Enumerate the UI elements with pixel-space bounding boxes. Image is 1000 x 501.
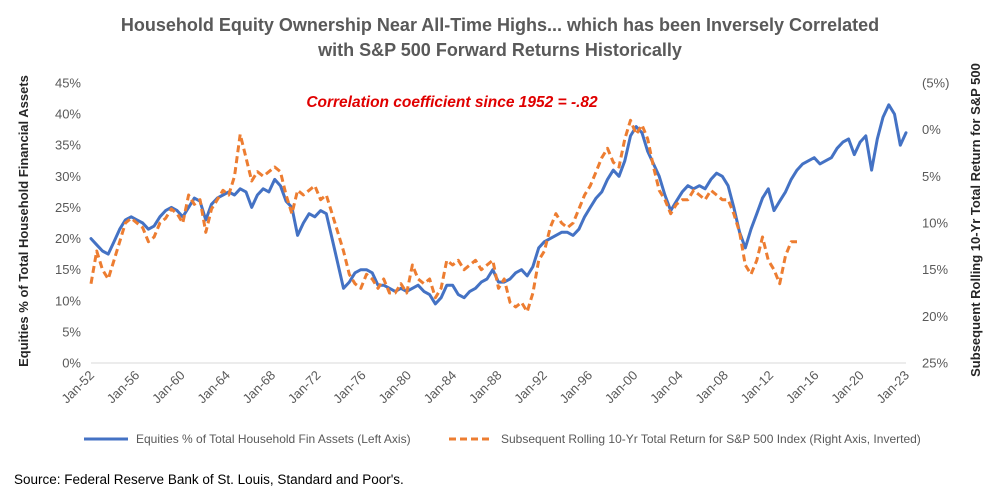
x-tick-label: Jan-20 — [828, 368, 867, 407]
y-right-tick-label: 15% — [922, 262, 948, 277]
x-tick-label: Jan-68 — [240, 368, 279, 407]
x-tick-label: Jan-00 — [602, 368, 641, 407]
x-tick-label: Jan-80 — [375, 368, 414, 407]
y-axis-left-title: Equities % of Total Household Financial … — [16, 75, 31, 367]
x-tick-label: Jan-76 — [330, 368, 369, 407]
x-tick-label: Jan-52 — [58, 368, 97, 407]
x-tick-label: Jan-23 — [873, 368, 912, 407]
y-axis-right-title: Subsequent Rolling 10-Yr Total Return fo… — [968, 63, 983, 377]
chart-title-line1: Household Equity Ownership Near All-Time… — [121, 15, 879, 35]
y-right-tick-label: 20% — [922, 309, 948, 324]
y-left-tick-label: 5% — [62, 324, 81, 339]
y-left-tick-label: 0% — [62, 356, 81, 371]
x-tick-label: Jan-04 — [647, 368, 686, 407]
plot-area: 0% 5% 10% 15% 20% 25% 30% 35% 40% 45% (5%) 0% 5% 10% 1… — [55, 76, 949, 407]
x-tick-label: Jan-84 — [421, 368, 460, 407]
y-left-tick-label: 30% — [55, 169, 81, 184]
y-left-tick-label: 10% — [55, 293, 81, 308]
x-tick-label: Jan-56 — [104, 368, 143, 407]
correlation-annotation: Correlation coefficient since 1952 = -.8… — [306, 94, 598, 111]
x-tick-label: Jan-92 — [511, 368, 550, 407]
chart-title-line2: with S&P 500 Forward Returns Historicall… — [317, 40, 682, 60]
x-tick-label: Jan-72 — [285, 368, 324, 407]
legend: Equities % of Total Household Fin Assets… — [84, 432, 921, 446]
series-line-forward-returns — [89, 118, 797, 314]
x-tick-label: Jan-96 — [556, 368, 595, 407]
y-right-tick-label: 0% — [922, 122, 941, 137]
y-left-tick-label: 45% — [55, 76, 81, 91]
source-note: Source: Federal Reserve Bank of St. Loui… — [14, 472, 404, 487]
y-right-tick-label: (5%) — [922, 76, 949, 91]
y-right-tick-label: 5% — [922, 169, 941, 184]
y-left-tick-label: 15% — [55, 262, 81, 277]
x-tick-label: Jan-64 — [194, 368, 233, 407]
x-tick-label: Jan-12 — [738, 368, 777, 407]
series-line-equities — [89, 103, 908, 306]
y-left-tick-label: 35% — [55, 138, 81, 153]
y-right-tick-label: 10% — [922, 216, 948, 231]
y-left-tick-label: 40% — [55, 107, 81, 122]
legend-label: Subsequent Rolling 10-Yr Total Return fo… — [501, 432, 921, 446]
x-tick-label: Jan-08 — [692, 368, 731, 407]
y-left-tick-label: 25% — [55, 200, 81, 215]
y-right-tick-label: 25% — [922, 356, 948, 371]
x-tick-label: Jan-60 — [149, 368, 188, 407]
y-left-tick-label: 20% — [55, 231, 81, 246]
x-tick-label: Jan-16 — [783, 368, 822, 407]
x-tick-label: Jan-88 — [466, 368, 505, 407]
legend-label: Equities % of Total Household Fin Assets… — [136, 432, 411, 446]
